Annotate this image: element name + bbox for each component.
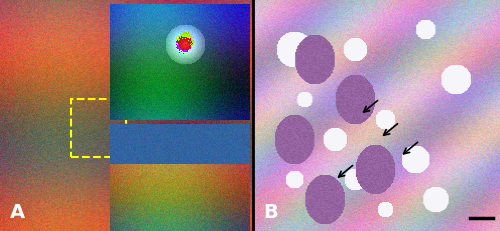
Bar	[70, 99, 126, 157]
Text: A: A	[10, 202, 25, 221]
Text: B: B	[264, 202, 278, 221]
